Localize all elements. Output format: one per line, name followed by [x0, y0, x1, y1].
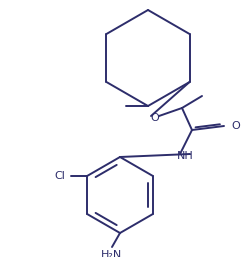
Text: O: O: [151, 113, 159, 123]
Text: H₂N: H₂N: [101, 250, 123, 257]
Text: O: O: [231, 121, 240, 131]
Text: NH: NH: [177, 151, 193, 161]
Text: Cl: Cl: [54, 171, 65, 181]
